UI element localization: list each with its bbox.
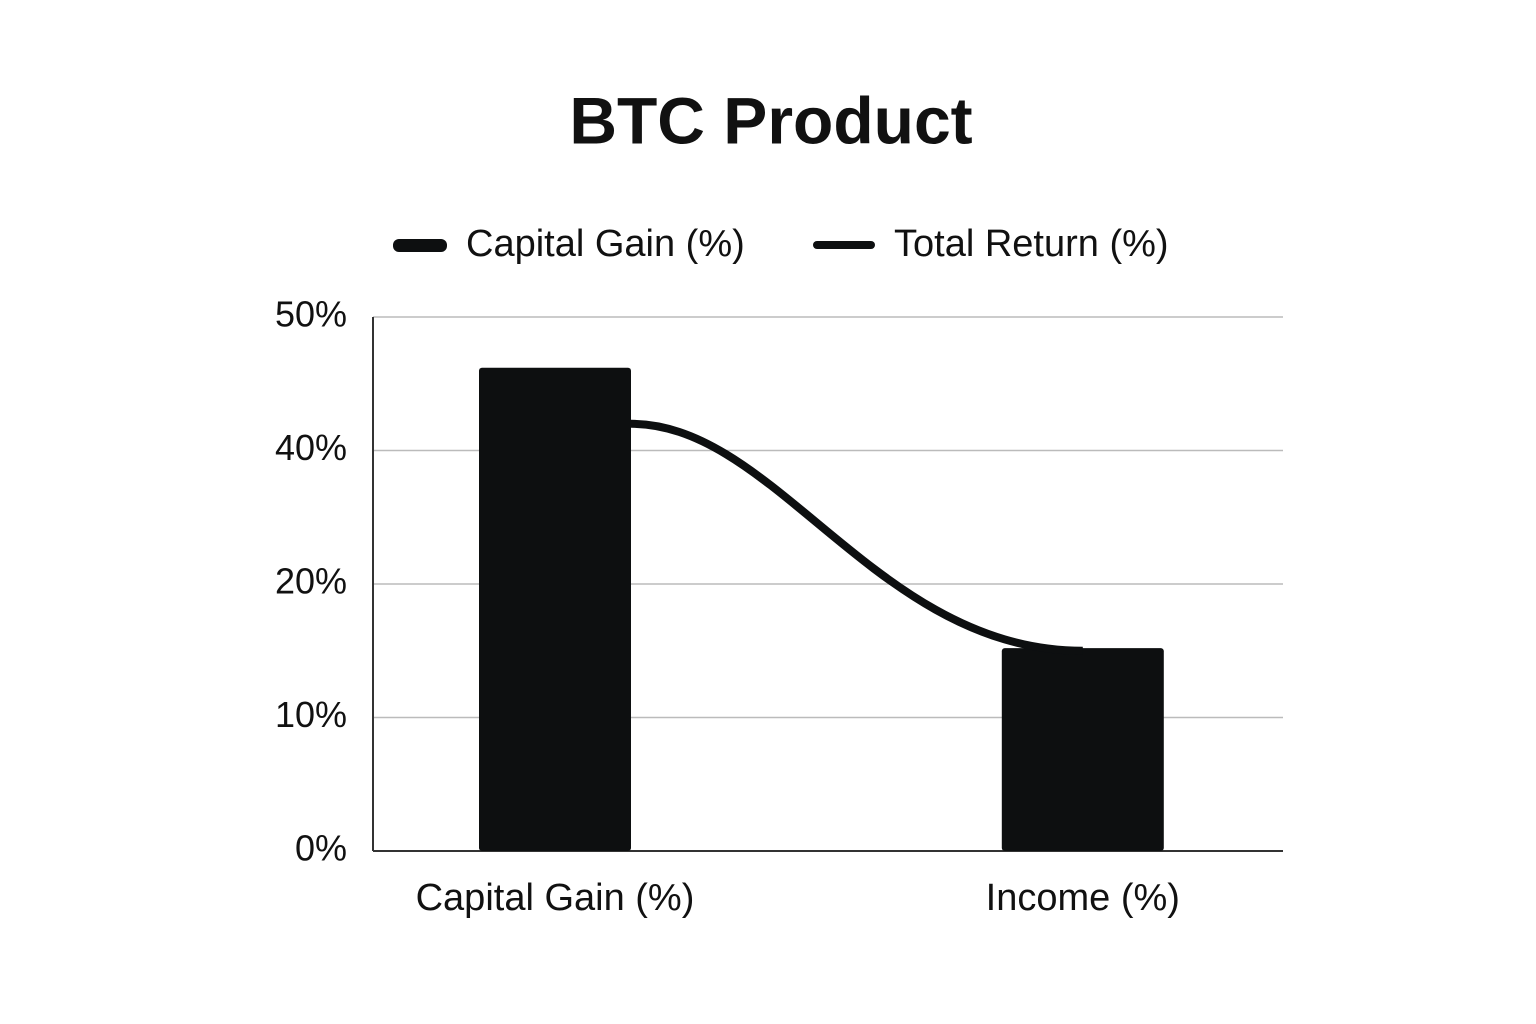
y-tick-label: 0% bbox=[295, 828, 347, 869]
y-tick-label: 20% bbox=[275, 561, 347, 602]
legend-swatch bbox=[393, 239, 447, 252]
bar bbox=[479, 367, 631, 851]
x-tick-label: Income (%) bbox=[986, 877, 1180, 919]
y-tick-label: 40% bbox=[275, 427, 347, 468]
legend-label: Total Return (%) bbox=[894, 223, 1169, 265]
y-tick-label: 10% bbox=[275, 694, 347, 735]
chart-title: BTC Product bbox=[569, 83, 972, 157]
legend-label: Capital Gain (%) bbox=[466, 223, 745, 265]
line bbox=[630, 419, 1083, 655]
y-tick-label: 50% bbox=[275, 294, 347, 335]
bar bbox=[1001, 648, 1164, 851]
x-tick-label: Capital Gain (%) bbox=[416, 877, 695, 919]
